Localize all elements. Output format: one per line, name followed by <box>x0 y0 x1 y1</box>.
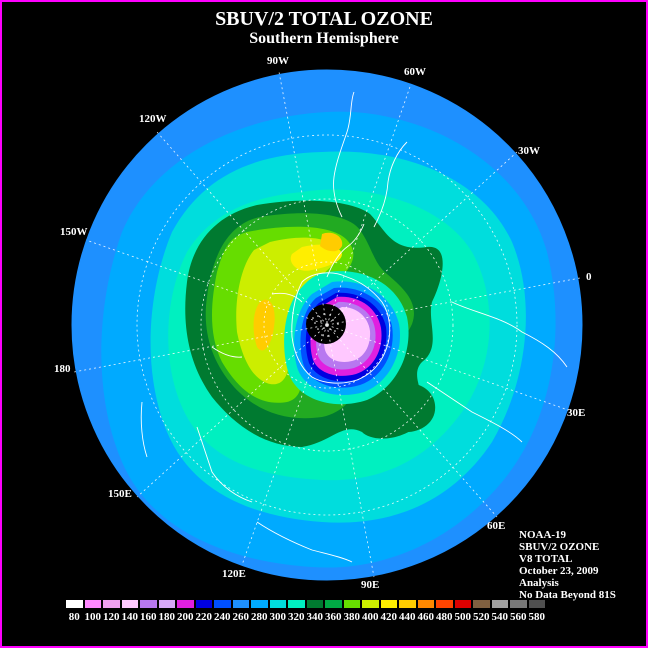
colorbar-swatch-260 <box>231 599 250 609</box>
colorbar-swatch-220 <box>194 599 213 609</box>
colorbar-label-380: 380 <box>343 611 361 623</box>
lon-label-180: 180 <box>54 363 71 375</box>
info-date: October 23, 2009 <box>519 565 599 577</box>
map-subtitle: Southern Hemisphere <box>249 30 399 47</box>
info-product: Analysis <box>519 577 559 589</box>
colorbar-swatch-440 <box>398 599 417 609</box>
colorbar-label-560: 560 <box>510 611 527 623</box>
map-disc-outline <box>71 69 583 581</box>
map-title: SBUV/2 TOTAL OZONE <box>215 8 433 30</box>
colorbar-swatch-120 <box>102 599 121 609</box>
lon-label-120w: 120W <box>139 113 167 125</box>
lon-label-60e: 60E <box>487 520 505 532</box>
colorbar-swatch-380 <box>342 599 361 609</box>
colorbar-label-340: 340 <box>306 611 324 623</box>
colorbar-label-260: 260 <box>232 611 250 623</box>
colorbar-swatch-180 <box>157 599 176 609</box>
colorbar-label-520: 520 <box>473 611 490 623</box>
info-instrument: SBUV/2 OZONE <box>519 541 600 553</box>
lon-label-30w: 30W <box>518 145 540 157</box>
colorbar-label-540: 540 <box>491 611 509 623</box>
colorbar-swatch-560 <box>509 599 528 609</box>
lon-label-150w: 150W <box>60 226 88 238</box>
colorbar-swatch-240 <box>213 599 232 609</box>
colorbar-label-400: 400 <box>362 611 379 623</box>
colorbar-label-500: 500 <box>454 611 472 623</box>
colorbar-swatch-420 <box>379 599 398 609</box>
lon-label-120e: 120E <box>222 568 246 580</box>
coastlines <box>140 91 568 563</box>
colorbar-labels: 80 100 120 140 160 180 200 220 240 260 280 300 320 34… <box>2 611 646 625</box>
colorbar-swatch-160 <box>139 599 158 609</box>
band-440 <box>253 299 275 351</box>
colorbar-label-280: 280 <box>251 611 268 623</box>
band-420 <box>290 244 342 271</box>
product-info: NOAA-19 SBUV/2 OZONE V8 TOTAL October 23… <box>519 529 616 601</box>
colorbar-label-360: 360 <box>325 611 342 623</box>
colorbar-label-100: 100 <box>84 611 102 623</box>
colorbar-swatch-360 <box>324 599 343 609</box>
colorbar-label-320: 320 <box>288 611 305 623</box>
graticule <box>73 71 581 578</box>
colorbar-label-160: 160 <box>140 611 157 623</box>
colorbar-swatch-140 <box>120 599 139 609</box>
band-440b <box>320 232 343 252</box>
colorbar-swatch-520 <box>472 599 491 609</box>
info-note: No Data Beyond 81S <box>519 589 616 601</box>
lon-label-0: 0 <box>586 271 592 283</box>
colorbar-swatch-540 <box>490 599 509 609</box>
lon-label-60w: 60W <box>404 66 426 78</box>
colorbar-swatch-200 <box>176 599 195 609</box>
info-satellite: NOAA-19 <box>519 529 567 541</box>
colorbar-label-460: 460 <box>417 611 435 623</box>
colorbar-label-220: 220 <box>195 611 213 623</box>
colorbar-label-240: 240 <box>214 611 231 623</box>
colorbar-swatch-300 <box>268 599 287 609</box>
colorbar-label-580: 580 <box>528 611 546 623</box>
lon-label-30e: 30E <box>567 407 585 419</box>
colorbar-swatch-280 <box>250 599 269 609</box>
colorbar-swatch-100 <box>83 599 102 609</box>
colorbar-swatch-460 <box>416 599 435 609</box>
colorbar-swatch-500 <box>453 599 472 609</box>
colorbar-label-140: 140 <box>121 611 139 623</box>
colorbar-label-80: 80 <box>68 611 80 623</box>
colorbar-label-200: 200 <box>177 611 194 623</box>
colorbar-swatch-580 <box>527 599 546 609</box>
colorbar-label-480: 480 <box>436 611 453 623</box>
lon-label-90w: 90W <box>267 55 289 67</box>
colorbar-swatch-480 <box>435 599 454 609</box>
colorbar-swatch-400 <box>361 599 380 609</box>
lon-label-150e: 150E <box>108 488 132 500</box>
secondary-green-lobe <box>380 383 436 433</box>
colorbar-label-440: 440 <box>399 611 416 623</box>
colorbar-label-120: 120 <box>103 611 120 623</box>
info-version: V8 TOTAL <box>519 553 573 565</box>
colorbar-swatch-340 <box>305 599 324 609</box>
lon-label-90e: 90E <box>361 579 379 591</box>
ozone-colorbar <box>65 599 546 609</box>
colorbar-label-180: 180 <box>158 611 176 623</box>
colorbar-swatch-80 <box>65 599 84 609</box>
colorbar-label-420: 420 <box>380 611 398 623</box>
colorbar-swatch-320 <box>287 599 306 609</box>
colorbar-label-300: 300 <box>269 611 287 623</box>
